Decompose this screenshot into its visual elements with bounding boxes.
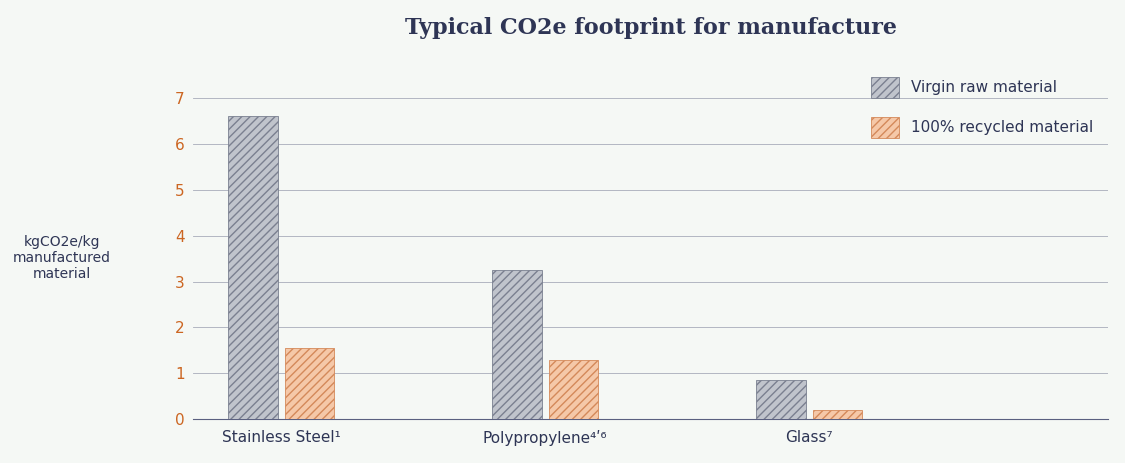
Legend: Virgin raw material, 100% recycled material: Virgin raw material, 100% recycled mater… bbox=[864, 69, 1100, 146]
Bar bbox=[549, 360, 597, 419]
Bar bbox=[228, 117, 278, 419]
Title: Typical CO2e footprint for manufacture: Typical CO2e footprint for manufacture bbox=[405, 17, 897, 39]
Bar bbox=[812, 410, 862, 419]
Y-axis label: kgCO2e/kg
manufactured
material: kgCO2e/kg manufactured material bbox=[12, 235, 110, 282]
Bar bbox=[285, 348, 334, 419]
Bar bbox=[756, 380, 805, 419]
Bar bbox=[493, 270, 541, 419]
